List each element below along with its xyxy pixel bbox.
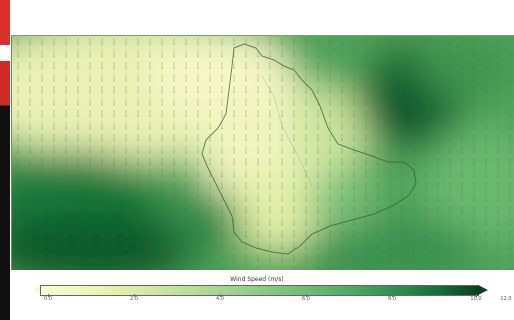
colorbar-tick-mark <box>134 294 135 297</box>
wind-vector-arrows <box>12 36 514 270</box>
colorbar-tick-label: 4.0 <box>216 296 224 302</box>
colorbar-right-arrow-icon <box>478 285 488 295</box>
colorbar-tick-label: 8.0 <box>388 296 396 302</box>
wind-map-canvas <box>12 36 514 270</box>
colorbar-tick-mark <box>48 294 49 297</box>
colorbar-title: Wind Speed (m/s) <box>230 276 284 283</box>
left-window-strip <box>0 0 10 320</box>
colorbar-tick-mark <box>220 294 221 297</box>
colorbar-tick-mark <box>392 294 393 297</box>
colorbar-tick-mark <box>476 294 477 297</box>
colorbar-tick-label: 12.0 <box>500 296 512 302</box>
colorbar-tick-label: 10.0 <box>470 296 482 302</box>
colorbar: Wind Speed (m/s) 0.0 2.0 4.0 6.0 8.0 10.… <box>0 270 514 320</box>
island-coastline <box>201 43 417 255</box>
colorbar-tick-label: 2.0 <box>130 296 138 302</box>
colorbar-tick-label: 6.0 <box>302 296 310 302</box>
island-ridge-line <box>261 75 313 187</box>
wind-speed-map[interactable] <box>11 35 514 270</box>
colorbar-tick-mark <box>306 294 307 297</box>
colorbar-gradient <box>40 285 479 296</box>
colorbar-tick-label: 0.0 <box>44 296 52 302</box>
colorbar-left-arrow-icon <box>33 285 40 295</box>
